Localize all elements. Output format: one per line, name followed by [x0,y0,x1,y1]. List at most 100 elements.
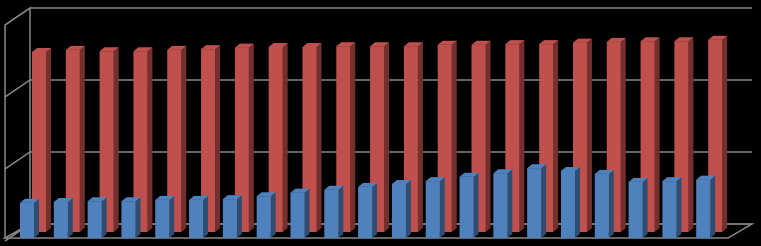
bar [20,198,39,238]
bar-face [99,51,114,232]
grid-line [4,7,752,26]
bar-face [527,168,542,238]
bar-face [338,185,344,238]
bar-face [236,195,242,238]
bar-face [473,172,479,238]
bar-face [606,37,626,42]
bar-face [290,188,310,193]
bar-face [234,43,254,48]
bar [391,180,411,238]
bar [155,195,175,238]
bar-face [372,182,378,238]
bar-face [527,164,547,169]
bar-face [222,199,237,238]
bar-face [20,202,34,238]
bar-face [234,47,249,233]
bar-face [471,40,491,45]
bar-face [65,49,80,233]
bar-face [101,197,107,238]
bar-face [87,201,102,238]
bar-face [437,40,457,45]
bar-face [708,35,728,40]
bar-face [654,37,660,233]
bar-face [79,45,85,233]
bar-face [662,181,677,238]
bar-face [417,42,423,232]
bar-face [324,185,344,190]
bar-face [201,49,216,233]
bar [189,195,209,238]
bar-face [133,47,153,52]
bar-face [676,177,682,238]
bar-face [336,42,356,47]
bar-face [53,202,68,238]
bar-face [574,167,580,238]
bar [336,42,356,232]
bar-face [485,40,491,232]
bar-face [560,167,580,172]
bar [594,169,614,238]
bar [696,175,716,238]
bar-face [696,175,716,180]
bar-face [620,37,626,232]
bar-face [222,195,242,200]
bar-face [507,169,513,238]
bar [560,167,580,238]
bar [302,42,322,233]
bar [65,45,85,233]
bar [222,195,242,238]
bar-face [628,181,643,238]
bar-face [560,171,575,238]
bar-face [203,195,209,238]
bar [324,185,344,238]
bar-face [87,197,107,202]
bar-face [336,46,351,232]
bar-face [608,169,614,238]
bar-face [640,37,660,42]
bar-face [594,169,614,174]
bar-face [324,189,339,238]
bar-face [451,40,457,232]
bar-face [539,40,559,45]
bar-face [493,169,513,174]
bar [268,42,288,233]
bar [234,43,254,233]
bar [167,45,187,233]
bar-face [135,197,141,238]
bar [459,172,479,238]
bar-face [32,52,46,232]
bar-face [155,195,175,200]
bar-face [674,37,694,42]
bar-face [722,35,728,233]
bar-face [688,37,694,233]
bar-face [268,46,283,233]
bar-face [586,38,592,232]
bar-face [384,42,390,232]
bar-face [155,199,170,238]
bar-face [459,176,474,238]
bar-face [316,42,322,233]
bar-face [99,47,119,52]
bar-face [302,42,322,47]
bar-face [439,177,445,238]
bar-face [425,177,445,182]
bar-face [304,188,310,238]
bar-face [215,45,221,233]
bar-face [133,51,148,232]
bar [53,198,73,238]
bar-face [493,173,508,238]
bar-face [121,197,141,202]
bar-face [147,47,153,232]
bar-face [662,177,682,182]
bar-face [403,42,423,47]
bar-face [541,164,547,238]
bar-face [248,43,254,233]
bar-face [256,192,276,197]
bar [662,177,682,238]
bar [87,197,107,238]
bar-face [425,181,440,238]
bar-face [121,201,136,238]
bar-face [167,45,187,50]
bar [290,188,310,238]
